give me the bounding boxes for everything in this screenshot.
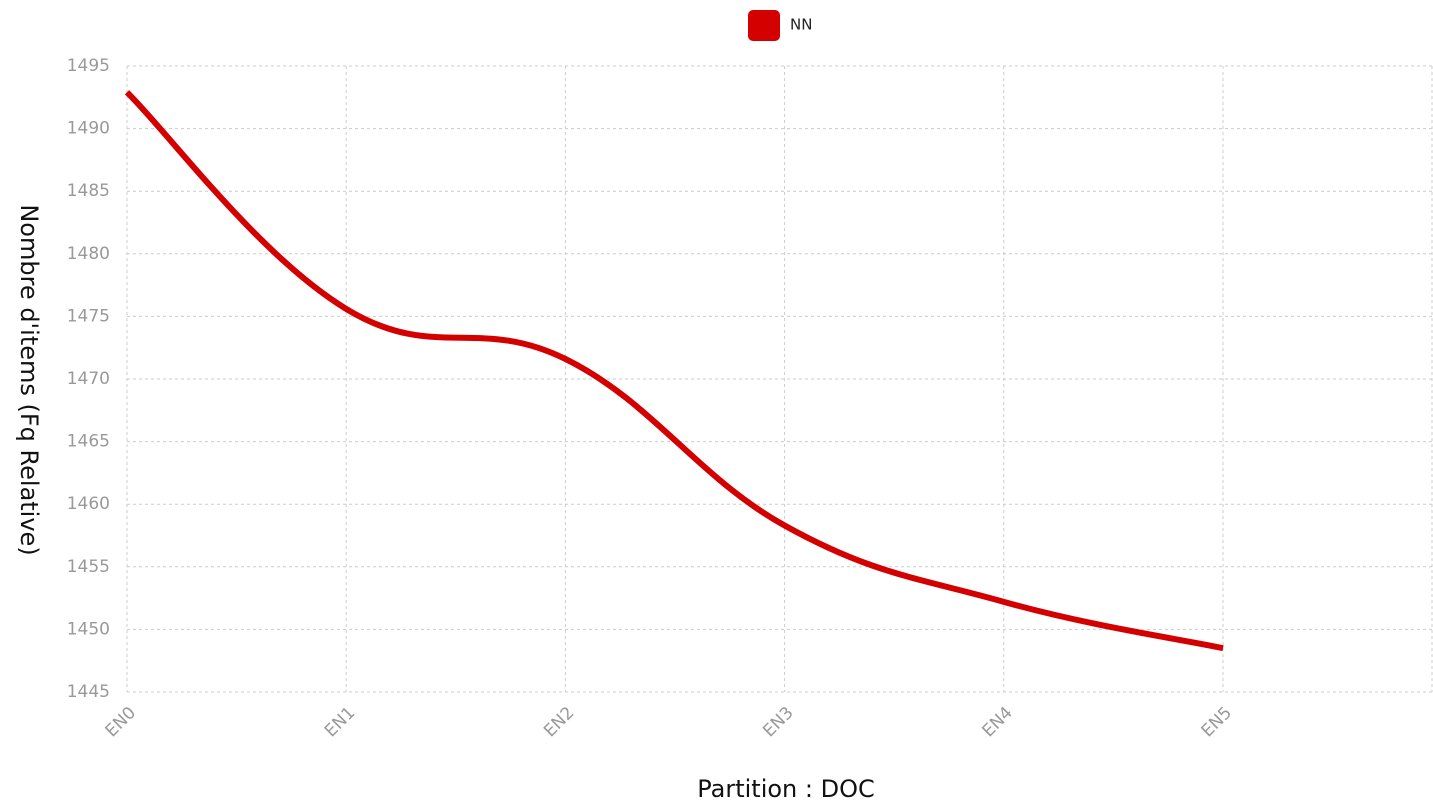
- x-tick-label: EN4: [978, 703, 1016, 741]
- y-tick-label: 1445: [67, 682, 110, 702]
- x-tick-label: EN0: [102, 703, 140, 741]
- y-tick-label: 1465: [67, 432, 110, 452]
- y-tick-label: 1450: [67, 619, 110, 639]
- y-tick-label: 1475: [67, 306, 110, 326]
- legend-label: NN: [790, 16, 812, 34]
- y-tick-label: 1455: [67, 557, 110, 577]
- y-tick-label: 1490: [67, 119, 110, 139]
- x-axis-label: Partition : DOC: [697, 775, 875, 803]
- x-tick-label: EN2: [540, 703, 578, 741]
- y-tick-label: 1485: [67, 181, 110, 201]
- x-tick-label: EN3: [759, 703, 797, 741]
- y-tick-label: 1460: [67, 494, 110, 514]
- y-tick-label: 1480: [67, 244, 110, 264]
- x-tick-label: EN5: [1198, 703, 1236, 741]
- y-axis-label: Nombre d'items (Fq Relative): [15, 204, 43, 555]
- y-tick-label: 1470: [67, 369, 110, 389]
- line: [124, 90, 1224, 652]
- legend-swatch: [748, 10, 780, 41]
- y-tick-label: 1495: [67, 56, 110, 76]
- x-tick-label: EN1: [321, 703, 359, 741]
